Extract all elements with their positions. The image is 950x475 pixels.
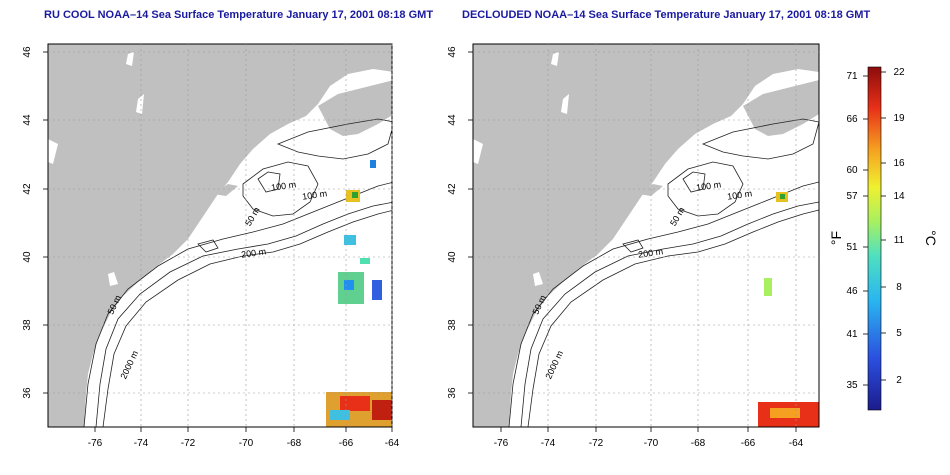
sst-patches-right xyxy=(758,192,819,427)
y-tick-label: 40 xyxy=(22,251,33,263)
contour-label: 100 m xyxy=(727,188,753,201)
x-tick-label: -68 xyxy=(287,438,302,449)
x-tick-label: -66 xyxy=(741,438,756,449)
colorbar-c-label: 8 xyxy=(896,282,902,293)
colorbar xyxy=(867,66,882,411)
x-tick-label: -72 xyxy=(589,438,604,449)
x-tick-label: -76 xyxy=(494,438,509,449)
colorbar-c-label: 5 xyxy=(896,328,902,339)
x-tick-label: -68 xyxy=(691,438,706,449)
y-tick-label: 46 xyxy=(22,46,33,58)
colorbar-c-label: 11 xyxy=(894,235,905,246)
contour-label: 100 m xyxy=(302,188,328,201)
y-tick-label: 38 xyxy=(22,319,33,331)
contour-label: 100 m xyxy=(696,179,722,192)
colorbar-f-label: 46 xyxy=(846,286,858,297)
colorbar-f-label: 41 xyxy=(846,329,858,340)
y-tick-label: 46 xyxy=(447,46,458,58)
map-title-right: DECLOUDED NOAA–14 Sea Surface Temperatur… xyxy=(462,9,871,21)
x-tick-label: -66 xyxy=(339,438,354,449)
x-tick-label: -76 xyxy=(88,438,103,449)
colorbar-f-label: 71 xyxy=(846,71,858,82)
y-tick-label: 42 xyxy=(447,183,458,195)
y-tick-label: 40 xyxy=(447,251,458,263)
map-left xyxy=(48,44,392,427)
fahrenheit-label: °F xyxy=(828,231,844,245)
colorbar-f-label: 60 xyxy=(846,165,858,176)
colorbar-c-label: 16 xyxy=(893,158,905,169)
contour-label: 200 m xyxy=(638,246,664,259)
colorbar-c-label: 22 xyxy=(893,67,905,78)
x-tick-label: -72 xyxy=(181,438,196,449)
contour-label: 100 m xyxy=(271,179,297,192)
sst-patches-left xyxy=(326,160,392,427)
colorbar-c-label: 14 xyxy=(893,191,905,202)
x-tick-label: -74 xyxy=(134,438,149,449)
colorbar-f-label: 35 xyxy=(846,380,858,391)
colorbar-f-label: 57 xyxy=(846,191,858,202)
colorbar-f-label: 66 xyxy=(846,114,858,125)
colorbar-f-label: 51 xyxy=(846,242,858,253)
x-tick-label: -74 xyxy=(541,438,556,449)
y-tick-label: 44 xyxy=(22,114,33,126)
map-right xyxy=(473,44,819,427)
y-tick-label: 42 xyxy=(22,183,33,195)
x-tick-label: -70 xyxy=(239,438,254,449)
x-tick-label: -70 xyxy=(644,438,659,449)
x-tick-label: -64 xyxy=(789,438,804,449)
map-title-left: RU COOL NOAA–14 Sea Surface Temperature … xyxy=(44,9,434,21)
y-tick-label: 38 xyxy=(447,319,458,331)
celsius-label: °C xyxy=(923,230,939,246)
contour-label: 200 m xyxy=(241,246,267,259)
y-tick-label: 36 xyxy=(447,387,458,399)
y-tick-label: 36 xyxy=(22,387,33,399)
x-tick-label: -64 xyxy=(385,438,400,449)
colorbar-c-label: 19 xyxy=(893,113,905,124)
y-tick-label: 44 xyxy=(447,114,458,126)
colorbar-c-label: 2 xyxy=(896,375,902,386)
